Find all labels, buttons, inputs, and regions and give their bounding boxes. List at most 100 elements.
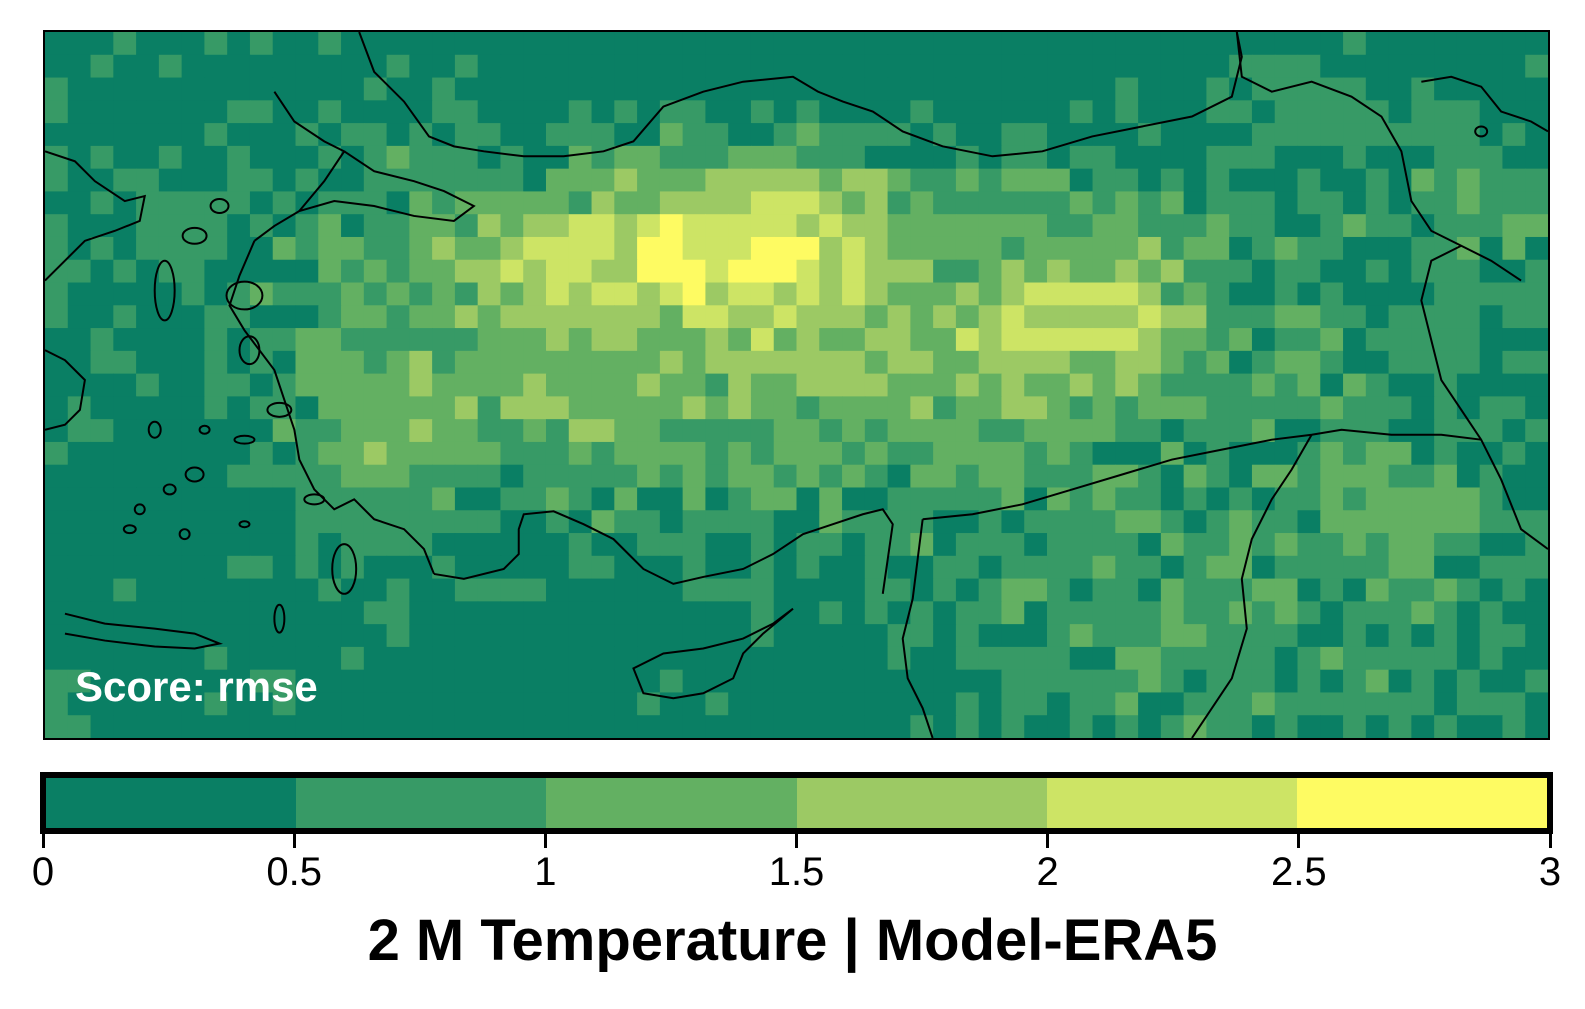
- grid-cell: [227, 441, 251, 466]
- grid-cell: [1297, 305, 1321, 329]
- grid-cell: [887, 54, 911, 79]
- grid-cell: [363, 77, 388, 101]
- grid-cell: [1365, 123, 1390, 147]
- grid-cell: [682, 487, 707, 511]
- grid-cell: [158, 123, 183, 147]
- grid-cell: [45, 100, 69, 124]
- grid-cell: [978, 601, 1003, 625]
- grid-cell: [432, 533, 456, 557]
- grid-cell: [1502, 145, 1526, 170]
- grid-cell: [1160, 533, 1185, 557]
- grid-cell: [1411, 669, 1435, 694]
- grid-cell: [1525, 510, 1548, 534]
- grid-cell: [614, 373, 638, 397]
- grid-cell: [637, 282, 661, 306]
- grid-cell: [1251, 464, 1276, 489]
- grid-cell: [113, 168, 137, 193]
- grid-cell: [227, 214, 251, 238]
- grid-cell: [637, 419, 661, 443]
- grid-cell: [1206, 191, 1230, 215]
- grid-cell: [1115, 669, 1139, 694]
- grid-cell: [1388, 669, 1412, 694]
- grid-cell: [1001, 624, 1025, 648]
- grid-cell: [933, 555, 957, 580]
- grid-cell: [1297, 214, 1321, 238]
- grid-cell: [363, 692, 388, 716]
- grid-cell: [181, 32, 206, 56]
- grid-cell: [1434, 464, 1458, 489]
- grid-cell: [295, 669, 319, 694]
- grid-cell: [227, 669, 251, 694]
- grid-cell: [1320, 669, 1344, 694]
- grid-cell: [796, 510, 820, 534]
- grid-cell: [181, 168, 206, 193]
- grid-cell: [1343, 646, 1367, 671]
- grid-cell: [1092, 396, 1116, 420]
- grid-cell: [432, 373, 456, 397]
- grid-cell: [181, 77, 206, 101]
- grid-cell: [1434, 419, 1458, 443]
- grid-cell: [796, 555, 820, 580]
- grid-cell: [1251, 669, 1276, 694]
- grid-cell: [341, 441, 365, 466]
- grid-cell: [432, 555, 456, 580]
- grid-cell: [136, 396, 160, 420]
- grid-cell: [545, 123, 570, 147]
- grid-cell: [659, 601, 684, 625]
- grid-cell: [45, 54, 69, 79]
- rhodes-island: [331, 543, 358, 595]
- grid-cell: [90, 100, 114, 124]
- grid-cell: [1115, 578, 1139, 602]
- grid-cell: [204, 145, 228, 170]
- grid-cell: [432, 305, 456, 329]
- naxos-island: [184, 466, 205, 483]
- grid-cell: [1434, 510, 1458, 534]
- tick-label: 1.5: [768, 850, 825, 894]
- grid-cell: [249, 441, 274, 466]
- grid-cell: [1320, 396, 1344, 420]
- grid-cell: [181, 123, 206, 147]
- grid-cell: [1343, 624, 1367, 648]
- grid-cell: [363, 555, 388, 580]
- grid-cell: [978, 305, 1003, 329]
- grid-cell: [1183, 578, 1208, 602]
- grid-cell: [933, 259, 957, 284]
- grid-cell: [113, 54, 137, 79]
- grid-cell: [1160, 555, 1185, 580]
- grid-cell: [67, 441, 92, 466]
- grid-cell: [591, 305, 615, 329]
- grid-cell: [1024, 54, 1048, 79]
- grid-cell: [773, 464, 798, 489]
- grid-cell: [682, 305, 707, 329]
- grid-cell: [910, 350, 934, 375]
- grid-cell: [1001, 464, 1025, 489]
- ikaria-island: [233, 434, 256, 445]
- grid-cell: [181, 578, 206, 602]
- grid-cell: [1479, 145, 1504, 170]
- grid-cell: [500, 282, 524, 306]
- grid-cell: [728, 191, 752, 215]
- grid-cell: [1092, 77, 1116, 101]
- grid-cell: [249, 464, 274, 489]
- grid-cell: [842, 487, 866, 511]
- grid-cell: [1115, 145, 1139, 170]
- grid-cell: [1479, 373, 1504, 397]
- grid-cell: [933, 441, 957, 466]
- grid-cell: [705, 464, 729, 489]
- grid-cell: [933, 646, 957, 671]
- marmara-coastline: [253, 150, 476, 242]
- grid-cell: [1115, 328, 1139, 352]
- grid-cell: [1365, 578, 1390, 602]
- grid-cell: [1297, 692, 1321, 716]
- grid-cell: [933, 601, 957, 625]
- grid-cell: [819, 100, 843, 124]
- grid-cell: [591, 328, 615, 352]
- grid-cell: [1365, 373, 1390, 397]
- grid-cell: [386, 168, 410, 193]
- grid-cell: [864, 373, 889, 397]
- grid-cell: [682, 214, 707, 238]
- grid-cell: [1024, 533, 1048, 557]
- grid-cell: [90, 328, 114, 352]
- grid-cell: [1069, 646, 1094, 671]
- grid-cell: [1502, 100, 1526, 124]
